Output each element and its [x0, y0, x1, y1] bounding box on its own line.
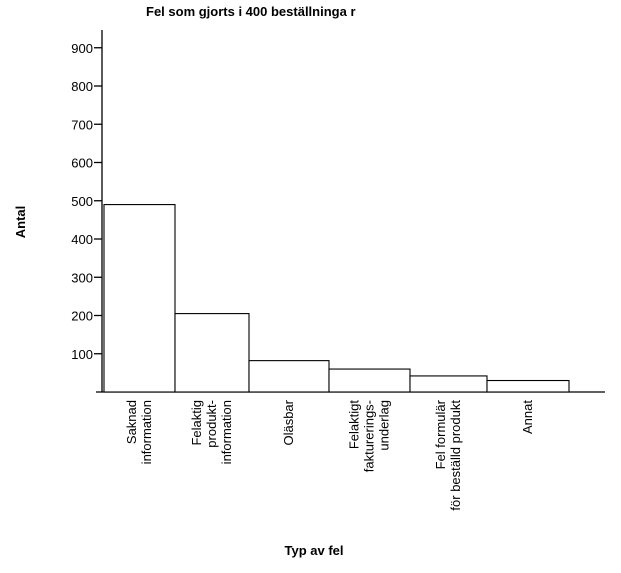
bar — [249, 361, 329, 392]
x-category-label: Felaktig — [189, 400, 204, 446]
y-tick-label: 300 — [71, 270, 93, 285]
x-category-label: information — [219, 400, 234, 464]
y-axis-label: Antal — [13, 206, 28, 239]
x-category-label: Felaktigt — [347, 400, 362, 450]
x-category-label: Oläsbar — [281, 399, 296, 445]
y-tick-label: 800 — [71, 79, 93, 94]
y-tick-label: 700 — [71, 117, 93, 132]
x-category-label: Saknad — [124, 400, 139, 444]
bar — [410, 376, 487, 392]
y-tick-label: 100 — [71, 347, 93, 362]
y-tick-label: 500 — [71, 194, 93, 209]
x-category-label: Annat — [520, 400, 535, 434]
bar — [104, 205, 175, 392]
category-labels: Saknad information Felaktig produkt-informa… — [124, 399, 535, 510]
x-category-label: underlag — [377, 400, 392, 451]
y-tick-label: 600 — [71, 156, 93, 171]
x-category-label: information — [139, 400, 154, 464]
x-category-label: Fel formulär — [433, 399, 448, 469]
bars-group — [104, 205, 569, 392]
bar — [329, 369, 410, 392]
y-tick-label: 900 — [71, 41, 93, 56]
chart-title: Fel som gjorts i 400 beställninga r — [146, 4, 356, 19]
x-category-label: produkt- — [204, 400, 219, 448]
bar — [487, 381, 569, 392]
y-tick-label: 400 — [71, 232, 93, 247]
x-axis-label: Typ av fel — [284, 543, 343, 558]
y-axis-ticks: 100 200 300 400 500 600 700 800 900 — [71, 41, 102, 362]
bar — [175, 314, 249, 392]
y-tick-label: 200 — [71, 309, 93, 324]
x-category-label: fakturerings- — [362, 400, 377, 472]
x-category-label: för beställd produkt — [448, 400, 463, 511]
